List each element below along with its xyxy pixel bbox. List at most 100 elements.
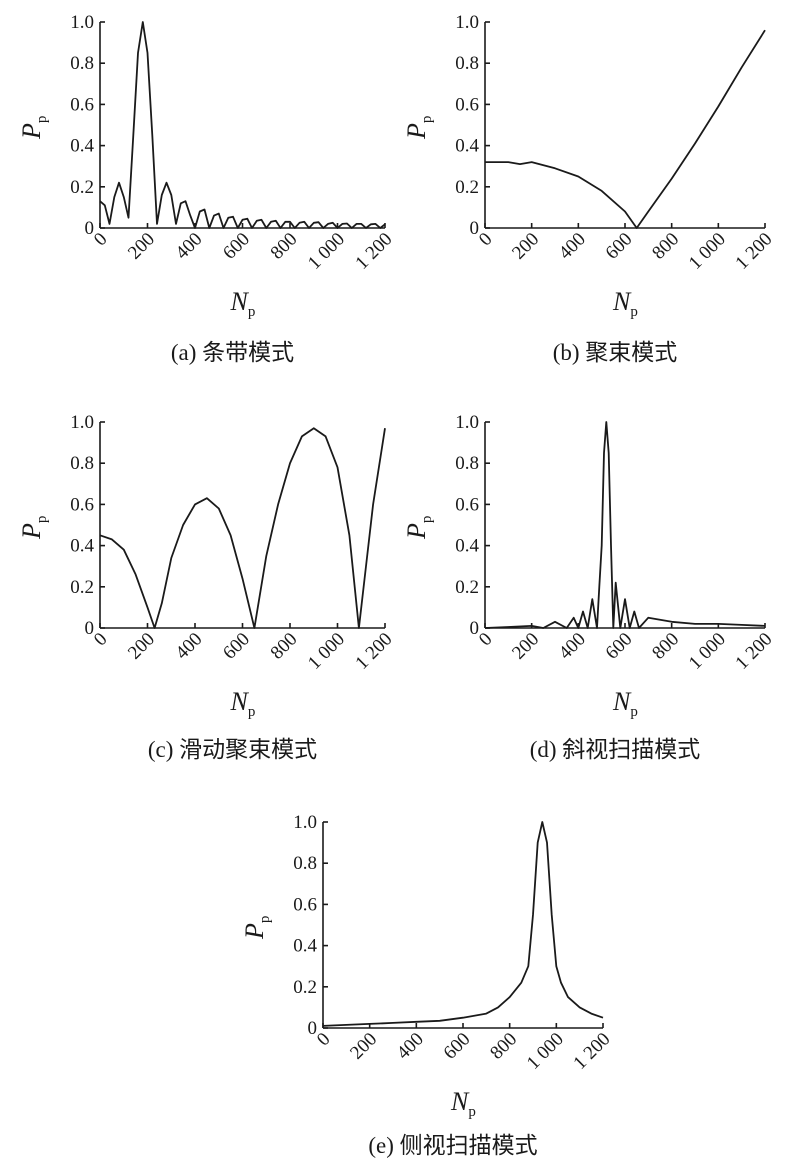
x-tick-label: 0 bbox=[475, 229, 497, 251]
x-tick-label: 200 bbox=[124, 629, 159, 664]
y-axis-label-sub: p bbox=[419, 116, 435, 124]
y-axis-label: Pp bbox=[240, 916, 273, 940]
x-tick-label: 800 bbox=[648, 229, 683, 264]
chart-caption: (b) 聚束模式 bbox=[553, 340, 678, 365]
series-line-d bbox=[484, 421, 766, 629]
y-tick-label: 0.8 bbox=[70, 53, 94, 74]
x-axis-label-sub: p bbox=[630, 704, 638, 720]
y-tick-label: 0.8 bbox=[293, 853, 317, 874]
x-tick-label: 600 bbox=[440, 1029, 475, 1064]
y-tick-label: 0.2 bbox=[455, 577, 479, 598]
series-line-b bbox=[485, 29, 766, 229]
x-axis-label-main: N bbox=[230, 687, 250, 716]
y-tick-label: 1.0 bbox=[70, 412, 94, 433]
y-tick-label: 1.0 bbox=[455, 412, 479, 433]
x-axis-label-main: N bbox=[450, 1087, 470, 1116]
y-tick-label: 0.2 bbox=[293, 977, 317, 998]
x-tick-label: 400 bbox=[172, 629, 207, 664]
x-tick-label: 1 000 bbox=[685, 229, 730, 274]
y-axis-label-main: P bbox=[17, 523, 46, 540]
x-tick-label: 400 bbox=[393, 1029, 428, 1064]
x-tick-label: 600 bbox=[602, 629, 637, 664]
x-tick-label: 1 200 bbox=[351, 629, 396, 674]
y-tick-label: 0.8 bbox=[70, 453, 94, 474]
x-tick-label: 1 000 bbox=[523, 1029, 568, 1074]
x-axis-label: Np bbox=[450, 1087, 476, 1120]
y-tick-label: 0 bbox=[470, 218, 480, 239]
x-axis-label-main: N bbox=[612, 687, 632, 716]
series-line-c bbox=[99, 427, 386, 629]
x-tick-label: 800 bbox=[648, 629, 683, 664]
x-tick-label: 0 bbox=[90, 629, 112, 651]
x-tick-label: 200 bbox=[508, 229, 543, 264]
x-tick-label: 200 bbox=[346, 1029, 381, 1064]
x-tick-label: 600 bbox=[602, 229, 637, 264]
chart-caption: (d) 斜视扫描模式 bbox=[530, 737, 701, 762]
x-tick-label: 1 000 bbox=[685, 629, 730, 674]
y-axis-label-sub: p bbox=[419, 516, 435, 524]
y-tick-label: 0.4 bbox=[455, 536, 479, 557]
series-line-a bbox=[99, 21, 386, 229]
y-tick-label: 0 bbox=[85, 218, 95, 239]
x-tick-label: 1 200 bbox=[731, 629, 776, 674]
x-tick-label: 0 bbox=[90, 229, 112, 251]
y-tick-label: 1.0 bbox=[70, 12, 94, 33]
chart-panel-d: 0 0.2 0.4 0.6 0.8 1.0 0 200 400 600 800 1 000 1 200 P… bbox=[402, 412, 777, 762]
y-axis-label-main: P bbox=[402, 523, 431, 540]
y-tick-label: 0.8 bbox=[455, 453, 479, 474]
y-tick-label: 0.6 bbox=[70, 94, 94, 115]
x-axis-label: Np bbox=[230, 287, 256, 320]
y-tick-label: 0.8 bbox=[455, 53, 479, 74]
x-tick-label: 1 000 bbox=[304, 629, 349, 674]
x-axis-label-sub: p bbox=[248, 704, 256, 720]
x-tick-label: 0 bbox=[313, 1029, 335, 1051]
x-tick-label: 800 bbox=[486, 1029, 521, 1064]
y-tick-label: 0.6 bbox=[455, 94, 479, 115]
series-line-e bbox=[322, 821, 604, 1027]
chart-panel-b: 0 0.2 0.4 0.6 0.8 1.0 0 200 400 600 800 1 000 1 200 P… bbox=[402, 12, 777, 365]
x-axis-label: Np bbox=[612, 687, 638, 720]
x-tick-label: 800 bbox=[267, 229, 302, 264]
x-tick-label: 400 bbox=[555, 229, 590, 264]
x-tick-label: 1 200 bbox=[351, 229, 396, 274]
y-axis-label-main: P bbox=[240, 923, 269, 940]
chart-panel-c: 0 0.2 0.4 0.6 0.8 1.0 0 200 400 600 800 1 000 1 200 P… bbox=[17, 412, 397, 762]
y-tick-label: 0.2 bbox=[70, 177, 94, 198]
x-tick-label: 400 bbox=[172, 229, 207, 264]
x-tick-label: 200 bbox=[124, 229, 159, 264]
y-tick-label: 0 bbox=[308, 1018, 318, 1039]
x-tick-label: 200 bbox=[508, 629, 543, 664]
x-axis-label-sub: p bbox=[468, 1104, 476, 1120]
y-axis-label-main: P bbox=[402, 123, 431, 140]
x-tick-label: 600 bbox=[219, 229, 254, 264]
x-tick-label: 600 bbox=[219, 629, 254, 664]
y-tick-label: 0.6 bbox=[455, 494, 479, 515]
chart-caption: (a) 条带模式 bbox=[171, 340, 294, 365]
y-tick-label: 0.4 bbox=[70, 136, 94, 157]
y-tick-label: 0.2 bbox=[455, 177, 479, 198]
y-tick-label: 0.4 bbox=[455, 136, 479, 157]
x-tick-label: 800 bbox=[267, 629, 302, 664]
y-tick-label: 0 bbox=[85, 618, 95, 639]
y-tick-label: 1.0 bbox=[293, 812, 317, 833]
x-axis-label-sub: p bbox=[248, 304, 256, 320]
x-tick-label: 1 200 bbox=[569, 1029, 614, 1074]
y-tick-label: 1.0 bbox=[455, 12, 479, 33]
y-axis-label: Pp bbox=[17, 116, 50, 140]
y-axis-label: Pp bbox=[402, 116, 435, 140]
x-axis-label: Np bbox=[230, 687, 256, 720]
y-axis-label-sub: p bbox=[34, 116, 50, 124]
y-axis-label-sub: p bbox=[257, 916, 273, 924]
x-tick-label: 0 bbox=[475, 629, 497, 651]
y-axis-label: Pp bbox=[17, 516, 50, 540]
y-axis-label-main: P bbox=[17, 123, 46, 140]
chart-panel-a: 0 0.2 0.4 0.6 0.8 1.0 0 200 400 600 800 1 000 1 200 P… bbox=[17, 12, 397, 365]
y-tick-label: 0 bbox=[470, 618, 480, 639]
y-axis-label: Pp bbox=[402, 516, 435, 540]
y-axis-label-sub: p bbox=[34, 516, 50, 524]
y-tick-label: 0.4 bbox=[293, 936, 317, 957]
chart-caption: (c) 滑动聚束模式 bbox=[148, 737, 317, 762]
y-tick-label: 0.2 bbox=[70, 577, 94, 598]
x-axis-label-sub: p bbox=[630, 304, 638, 320]
chart-caption: (e) 侧视扫描模式 bbox=[368, 1133, 537, 1158]
